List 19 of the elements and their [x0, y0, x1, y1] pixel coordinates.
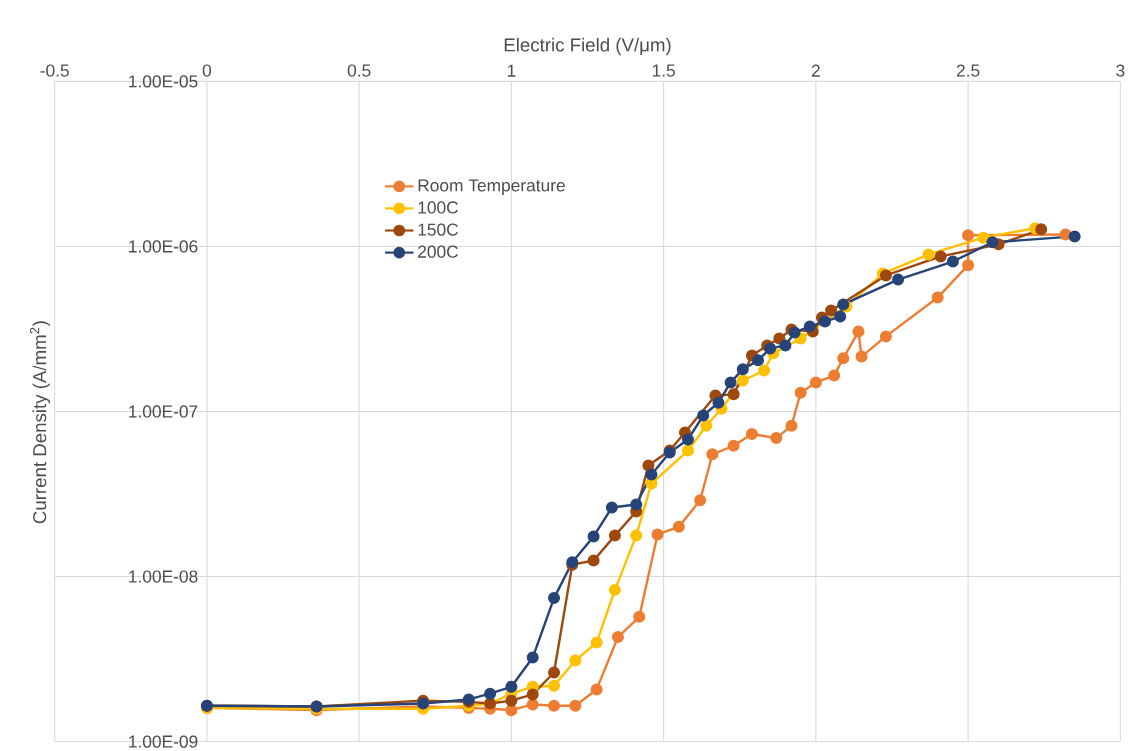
y-tick-label: 1.00E-08	[129, 570, 198, 583]
x-tick-label: 3	[1116, 64, 1125, 77]
x-tick-label: 0	[202, 64, 212, 77]
x-axis-title: Electric Field (V/μm)	[504, 37, 671, 56]
x-tick-label: -0.5	[40, 64, 69, 77]
y-tick-label: 1.00E-05	[129, 75, 198, 88]
y-axis-title: Current Density (A/mm$^{2}$)	[30, 321, 50, 524]
legend-label: 150C	[418, 223, 459, 236]
x-tick-label: 2.5	[956, 64, 980, 77]
x-tick-label: 0.5	[347, 64, 371, 77]
y-tick-label: 1.00E-07	[129, 405, 198, 418]
legend-label: 100C	[418, 201, 459, 214]
x-tick-label: 2	[811, 64, 820, 77]
x-tick-label: 1.5	[652, 64, 675, 77]
x-tick-label: 1	[507, 64, 516, 77]
y-tick-label: 1.00E-09	[129, 735, 198, 748]
legend-label: 200C	[418, 245, 459, 258]
y-tick-label: 1.00E-06	[129, 240, 198, 253]
legend-label: Room Temperature	[418, 179, 565, 195]
